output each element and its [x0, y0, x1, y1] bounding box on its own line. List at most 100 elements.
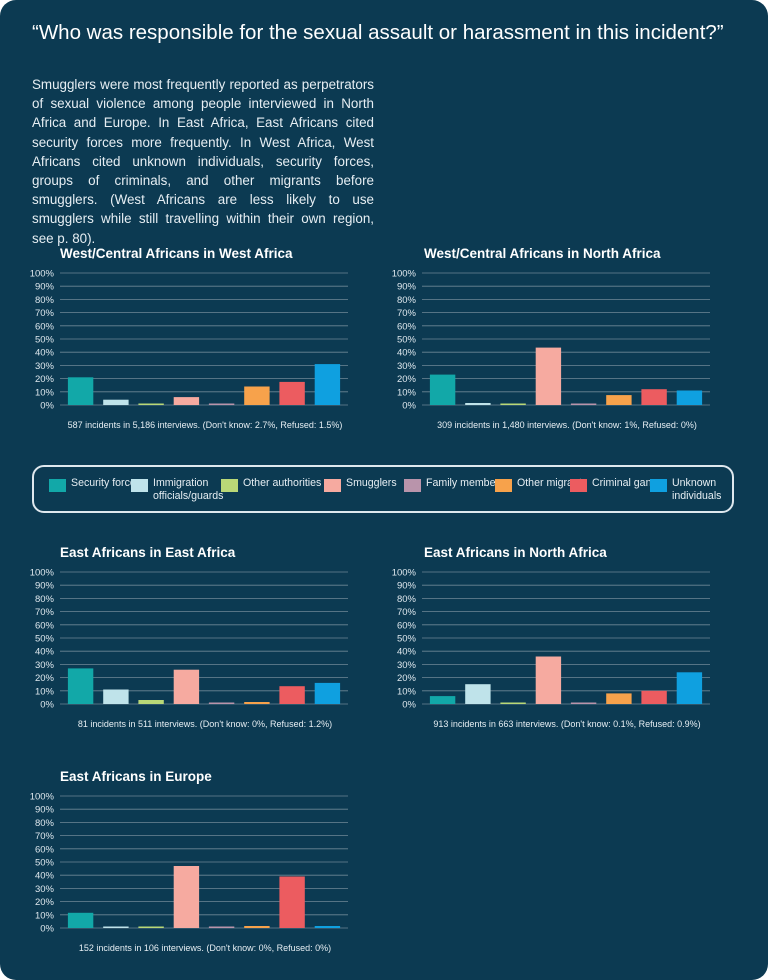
y-tick-label: 50% — [35, 858, 55, 869]
bar — [676, 390, 703, 405]
bar — [208, 702, 235, 704]
bar — [173, 397, 200, 405]
bar — [606, 395, 632, 405]
chart-title: West/Central Africans in West Africa — [60, 246, 293, 261]
legend-swatch — [570, 479, 587, 492]
bar — [208, 403, 235, 405]
y-tick-label: 90% — [397, 282, 417, 293]
bar — [279, 381, 305, 405]
y-tick-label: 70% — [35, 308, 55, 319]
y-tick-label: 30% — [397, 660, 417, 671]
bar — [244, 702, 270, 704]
y-tick-label: 40% — [35, 871, 55, 882]
y-tick-label: 60% — [35, 620, 55, 631]
bar — [208, 926, 235, 928]
y-tick-label: 60% — [397, 620, 417, 631]
y-tick-label: 70% — [35, 831, 55, 842]
y-tick-label: 20% — [397, 673, 417, 684]
y-tick-label: 70% — [397, 308, 417, 319]
chart-caption: 152 incidents in 106 interviews. (Don't … — [78, 943, 332, 953]
legend-swatch — [650, 479, 667, 492]
intro-paragraph: Smugglers were most frequently reported … — [32, 77, 374, 246]
bar — [535, 347, 562, 405]
y-tick-label: 0% — [40, 401, 54, 412]
y-tick-label: 60% — [35, 321, 55, 332]
chart-caption: 309 incidents in 1,480 interviews. (Don'… — [437, 420, 697, 430]
y-tick-label: 10% — [35, 910, 55, 921]
bar — [676, 672, 703, 704]
bar — [314, 364, 341, 405]
legend-label: Family members — [426, 477, 505, 489]
bar — [641, 690, 667, 704]
legend-label: Other migrants — [517, 477, 588, 489]
y-tick-label: 0% — [402, 700, 416, 711]
bar-chart: 0% 10% 20% 30% 40% 50% 60% 70% 80% 90% 100% — [30, 269, 348, 412]
bar — [641, 389, 667, 405]
y-tick-label: 20% — [35, 673, 55, 684]
chart-title: East Africans in East Africa — [60, 545, 236, 560]
bar — [173, 669, 200, 704]
legend-label: Criminal gangs — [592, 477, 663, 489]
bar — [67, 668, 94, 704]
legend-label: Unknown individuals — [672, 477, 722, 502]
y-tick-label: 60% — [35, 844, 55, 855]
bar — [500, 403, 526, 405]
bar — [138, 926, 164, 928]
bar — [570, 403, 597, 405]
y-tick-label: 50% — [35, 634, 55, 645]
y-tick-label: 100% — [30, 568, 55, 579]
legend-label: Smugglers — [346, 477, 397, 489]
y-tick-label: 80% — [35, 818, 55, 829]
bar — [465, 684, 491, 704]
y-tick-label: 80% — [35, 295, 55, 306]
bar — [429, 374, 456, 405]
bar — [279, 686, 305, 704]
chart-caption: 81 incidents in 511 interviews. (Don't k… — [77, 719, 333, 729]
chart-title: East Africans in North Africa — [424, 545, 607, 560]
bar — [314, 682, 341, 704]
bar — [314, 926, 341, 928]
y-tick-label: 10% — [397, 686, 417, 697]
chart-caption: 587 incidents in 5,186 interviews. (Don'… — [67, 420, 343, 430]
bar — [67, 912, 94, 928]
y-tick-label: 40% — [397, 348, 417, 359]
bar — [244, 386, 270, 405]
chart-title: West/Central Africans in North Africa — [424, 246, 661, 261]
y-tick-label: 100% — [30, 792, 55, 803]
bar — [500, 702, 526, 704]
y-tick-label: 20% — [35, 374, 55, 385]
y-tick-label: 10% — [35, 686, 55, 697]
y-tick-label: 30% — [35, 884, 55, 895]
y-tick-label: 70% — [35, 607, 55, 618]
legend-swatch — [404, 479, 421, 492]
bar — [429, 696, 456, 704]
y-tick-label: 70% — [397, 607, 417, 618]
y-tick-label: 10% — [35, 387, 55, 398]
bar-chart: 0% 10% 20% 30% 40% 50% 60% 70% 80% 90% 100% — [392, 269, 710, 412]
legend-swatch — [131, 479, 148, 492]
bar — [173, 866, 200, 928]
bar — [103, 689, 129, 704]
bar — [465, 403, 491, 405]
bar — [103, 399, 129, 405]
y-tick-label: 0% — [40, 700, 54, 711]
legend-swatch — [221, 479, 238, 492]
bar — [279, 876, 305, 928]
y-tick-label: 50% — [35, 335, 55, 346]
y-tick-label: 80% — [397, 594, 417, 605]
bar — [103, 926, 129, 928]
y-tick-label: 50% — [397, 335, 417, 346]
y-tick-label: 0% — [402, 401, 416, 412]
y-tick-label: 90% — [35, 282, 55, 293]
y-tick-label: 80% — [35, 594, 55, 605]
legend-swatch — [49, 479, 66, 492]
legend-swatch — [324, 479, 341, 492]
y-tick-label: 90% — [35, 581, 55, 592]
bar — [606, 693, 632, 704]
legend-label: Immigration officials/guards — [153, 477, 224, 502]
legend-label: Other authorities — [243, 477, 322, 489]
page-title: “Who was responsible for the sexual assa… — [32, 21, 724, 44]
y-tick-label: 60% — [397, 321, 417, 332]
bar — [67, 377, 94, 405]
